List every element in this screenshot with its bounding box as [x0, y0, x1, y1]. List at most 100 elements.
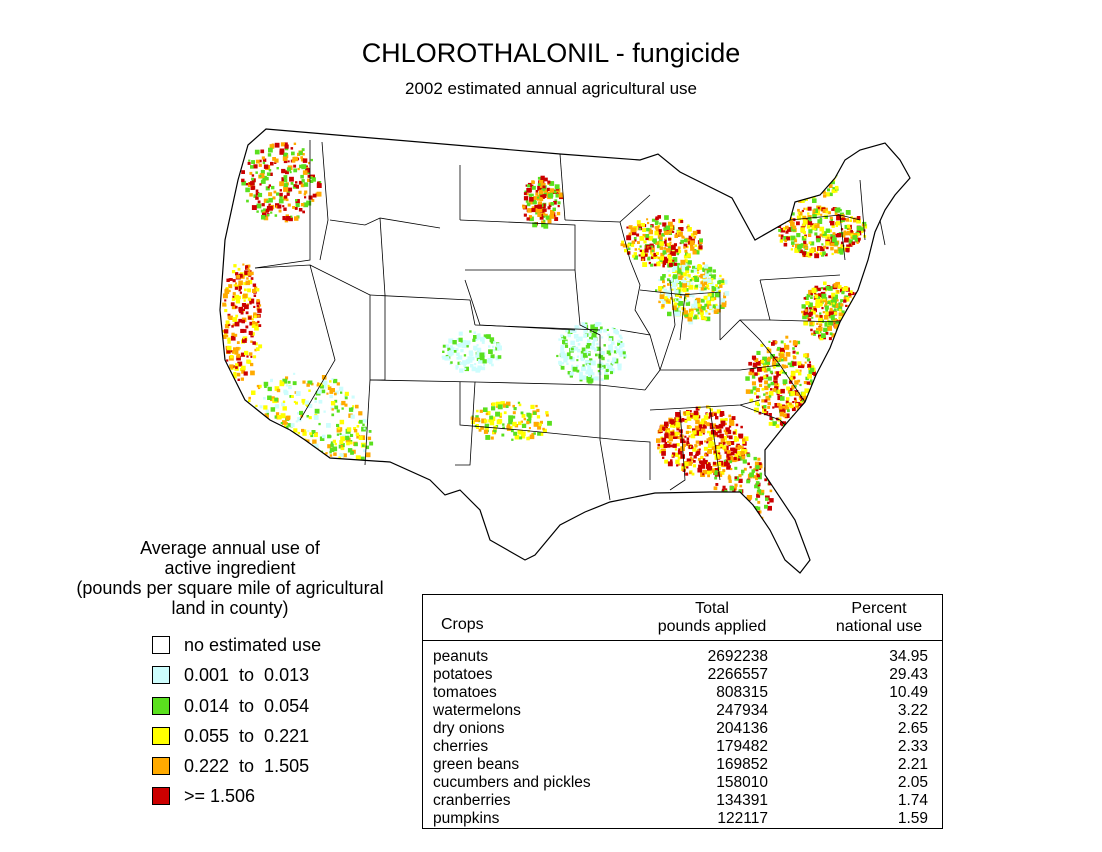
county-shade	[850, 329, 853, 332]
county-shade	[305, 445, 310, 451]
county-shade	[273, 462, 277, 466]
county-shade	[590, 345, 594, 350]
county-shade	[520, 420, 523, 423]
county-shade	[581, 347, 586, 352]
county-shade	[686, 440, 690, 443]
county-shade	[689, 471, 692, 475]
county-shade	[774, 340, 778, 344]
county-shade	[645, 234, 650, 238]
county-shade	[350, 414, 355, 419]
county-shade	[715, 483, 719, 486]
pounds-column-header: Total pounds applied	[637, 600, 787, 636]
county-shade	[307, 178, 311, 182]
county-shade	[303, 441, 306, 444]
pounds-header-line: Total	[695, 600, 729, 617]
county-shade	[854, 297, 859, 302]
county-shade	[293, 463, 296, 467]
county-shade	[784, 186, 787, 190]
county-shade	[788, 161, 793, 166]
county-shade	[780, 358, 784, 362]
pounds-cell: 134391	[716, 792, 768, 809]
county-shade	[235, 299, 241, 304]
county-shade	[733, 456, 737, 461]
county-shade	[330, 494, 334, 499]
county-shade	[267, 466, 271, 470]
county-shade	[792, 191, 797, 196]
county-shade	[567, 371, 571, 375]
county-shade	[307, 454, 312, 459]
county-shade	[716, 445, 721, 450]
county-shade	[757, 457, 761, 461]
percent-cell: 10.49	[889, 684, 928, 701]
legend-label: 0.014 to 0.054	[184, 695, 310, 716]
county-shade	[267, 153, 272, 157]
county-shade	[251, 177, 254, 181]
county-shade	[477, 333, 481, 337]
county-shade	[805, 376, 809, 381]
county-shade	[758, 467, 762, 470]
county-shade	[268, 486, 271, 489]
county-shade	[619, 354, 623, 358]
county-shade	[235, 314, 239, 318]
county-shade	[473, 331, 477, 334]
county-shade	[569, 371, 574, 376]
county-shade	[337, 493, 341, 497]
county-shade	[322, 434, 326, 439]
county-shade	[564, 344, 569, 348]
county-shade	[339, 484, 344, 489]
county-shade	[253, 294, 257, 297]
county-shade	[780, 340, 784, 344]
county-shade	[626, 226, 629, 229]
county-shade	[825, 192, 830, 197]
county-shade	[808, 162, 811, 165]
county-shade	[638, 248, 641, 251]
county-shade	[771, 362, 777, 367]
county-shade	[796, 233, 801, 238]
county-shade	[825, 309, 829, 312]
county-shade	[255, 288, 260, 292]
county-shade	[690, 415, 693, 418]
county-shade	[251, 390, 256, 395]
county-shade	[248, 330, 253, 335]
county-shade	[264, 437, 269, 442]
county-shade	[249, 171, 253, 175]
county-shade	[247, 479, 253, 484]
county-shade	[752, 362, 758, 368]
county-shade	[272, 473, 275, 476]
county-shade	[483, 363, 486, 366]
county-shade	[693, 415, 699, 420]
county-shade	[728, 425, 732, 428]
county-shade	[610, 371, 613, 375]
county-shade	[306, 491, 311, 495]
county-shade	[497, 355, 502, 359]
county-shade	[697, 317, 700, 320]
table-row: tomatoes 808315 10.49	[423, 684, 942, 702]
county-shade	[736, 514, 742, 520]
county-shade	[303, 193, 307, 196]
county-shade	[848, 243, 853, 247]
county-shade	[324, 461, 328, 465]
county-shade	[685, 266, 690, 271]
county-shade	[685, 301, 691, 306]
county-shade	[248, 316, 252, 320]
county-shade	[251, 332, 255, 336]
county-shade	[263, 397, 266, 400]
county-shade	[572, 328, 577, 333]
county-shade	[801, 406, 806, 411]
county-shade	[682, 286, 686, 290]
county-shade	[685, 411, 690, 416]
county-shade	[772, 421, 777, 426]
county-shade	[286, 484, 291, 489]
county-shade	[818, 318, 823, 323]
county-shade	[672, 219, 676, 222]
county-shade	[327, 444, 332, 449]
county-shade	[773, 175, 779, 181]
county-shade	[291, 470, 293, 473]
county-shade	[841, 322, 845, 327]
county-shade	[724, 418, 728, 422]
county-shade	[809, 306, 812, 310]
county-shade	[833, 308, 837, 312]
county-shade	[301, 179, 305, 183]
county-shade	[471, 420, 476, 425]
county-shade	[278, 198, 284, 204]
